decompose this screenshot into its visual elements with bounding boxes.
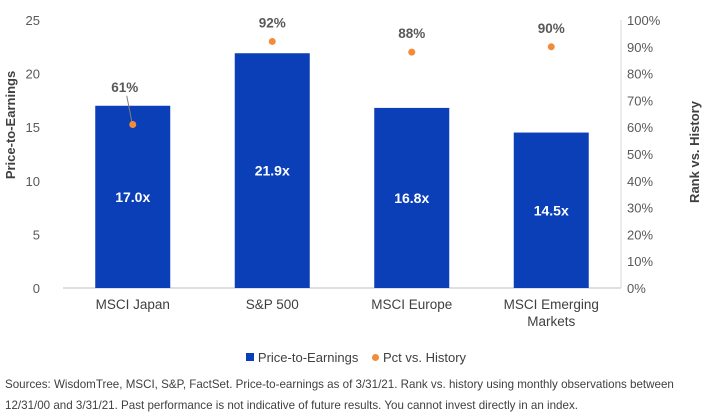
left-tick-label: 10 (26, 174, 40, 189)
pe-bar (234, 53, 310, 289)
pe-bar-label: 21.9x (255, 163, 290, 179)
category-label: MSCI Japan (96, 297, 170, 312)
pct-point-label: 88% (398, 26, 425, 41)
left-axis-ticks: 0 5 10 15 20 25 (26, 13, 40, 296)
legend-label-pe: Price-to-Earnings (257, 349, 359, 365)
pct-point (268, 37, 276, 45)
right-tick-label: 80% (627, 67, 653, 82)
pe-bar (95, 105, 171, 288)
legend: Price-to-Earnings Pct vs. History (0, 349, 712, 365)
legend-swatch-pct (371, 354, 379, 361)
right-tick-label: 50% (627, 147, 653, 162)
right-tick-label: 70% (627, 93, 653, 108)
right-tick-label: 10% (627, 254, 653, 269)
bar-series: 17.0x 21.9x 16.8x 14.5x (95, 53, 589, 289)
right-tick-label: 90% (627, 40, 653, 55)
right-tick-label: 0% (627, 281, 646, 296)
left-tick-label: 15 (26, 120, 40, 135)
pct-point-label: 61% (111, 80, 138, 95)
pe-bar (513, 132, 589, 288)
category-label: MSCI Emerging (504, 297, 599, 312)
legend-item-pe: Price-to-Earnings (245, 349, 359, 365)
source-note: Sources: WisdomTree, MSCI, S&P, FactSet.… (5, 378, 674, 412)
right-tick-label: 20% (627, 227, 653, 242)
legend-item-pct: Pct vs. History (371, 350, 467, 365)
pct-point-label: 90% (538, 21, 565, 36)
pct-point (129, 121, 137, 129)
right-tick-label: 60% (627, 120, 653, 135)
pe-rank-chart: 0 5 10 15 20 25 0% 10% 20% 30% 40% 50% 60% 70% 80% 90%… (3, 13, 702, 329)
right-tick-label: 30% (627, 201, 653, 216)
pct-point (547, 43, 555, 51)
pct-point (408, 48, 416, 56)
pe-bar-label: 14.5x (534, 202, 569, 218)
left-tick-label: 0 (33, 281, 40, 296)
pe-bar (374, 107, 450, 289)
pct-leader-line (126, 95, 133, 122)
right-tick-label: 40% (627, 174, 653, 189)
category-labels: MSCI Japan S&P 500 MSCI Europe MSCI Emergin… (96, 297, 599, 329)
right-axis-ticks: 0% 10% 20% 30% 40% 50% 60% 70% 80% 90% 100% (627, 13, 661, 296)
category-label: MSCI Europe (371, 297, 452, 312)
right-tick-label: 100% (627, 13, 661, 28)
left-tick-label: 5 (33, 227, 40, 242)
legend-swatch-pe (245, 353, 254, 361)
category-label: Markets (527, 314, 575, 329)
left-axis-title: Price-to-Earnings (3, 71, 18, 179)
pe-bar-label: 16.8x (394, 190, 429, 206)
pct-point-label: 92% (259, 15, 286, 30)
category-label: S&P 500 (246, 297, 299, 312)
left-tick-label: 25 (26, 13, 40, 28)
pe-bar-label: 17.0x (115, 189, 150, 205)
right-axis-title: Rank vs. History (687, 100, 702, 203)
legend-label-pct: Pct vs. History (382, 350, 467, 365)
dot-series: 61% 92% 88% 90% (111, 15, 565, 129)
left-tick-label: 20 (26, 67, 40, 82)
